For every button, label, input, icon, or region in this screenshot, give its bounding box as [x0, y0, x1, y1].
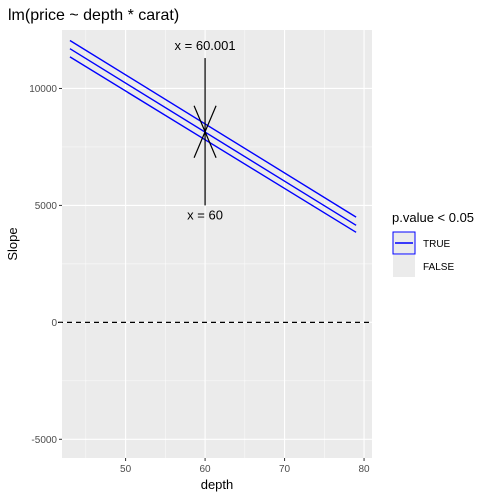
axes: 50 60 70 80 -5000 0 5000 10000	[29, 84, 370, 475]
slope-line-2	[69, 56, 357, 233]
y-axis-title: Slope	[5, 227, 20, 260]
plot-panel	[62, 30, 372, 458]
x-tick-label: 70	[279, 464, 291, 475]
legend: p.value < 0.05 TRUE FALSE	[392, 210, 474, 277]
legend-entries: TRUE FALSE	[392, 231, 454, 277]
x-tick-label: 60	[200, 464, 212, 475]
panel-background	[62, 30, 372, 458]
legend-label-true: TRUE	[423, 239, 451, 250]
slope-lines	[69, 39, 357, 233]
annotation-arrowhead-right-1	[204, 131, 217, 158]
annotation-label-1: x = 60	[187, 207, 223, 222]
y-tick-label: 0	[51, 318, 57, 329]
x-axis-title: depth	[201, 477, 234, 492]
y-tick-label: 10000	[29, 84, 57, 95]
legend-label-false: FALSE	[423, 262, 454, 273]
annotation-label-0: x = 60.001	[175, 38, 236, 53]
legend-key-false	[393, 255, 415, 277]
annotation-arrowhead-right-0	[204, 105, 217, 132]
y-tick-label: -5000	[31, 435, 57, 446]
y-tick-label: 5000	[35, 201, 58, 212]
legend-title: p.value < 0.05	[392, 210, 474, 225]
annotation-arrowhead-left-1	[193, 131, 206, 158]
annotation-arrowhead-left-0	[193, 105, 206, 132]
slope-line-0	[69, 39, 357, 218]
annotations: x = 60.001 x = 60	[175, 38, 236, 223]
slope-line-1	[69, 48, 357, 226]
x-tick-label: 50	[120, 464, 132, 475]
chart-title: lm(price ~ depth * carat)	[8, 7, 179, 24]
x-tick-label: 80	[358, 464, 370, 475]
